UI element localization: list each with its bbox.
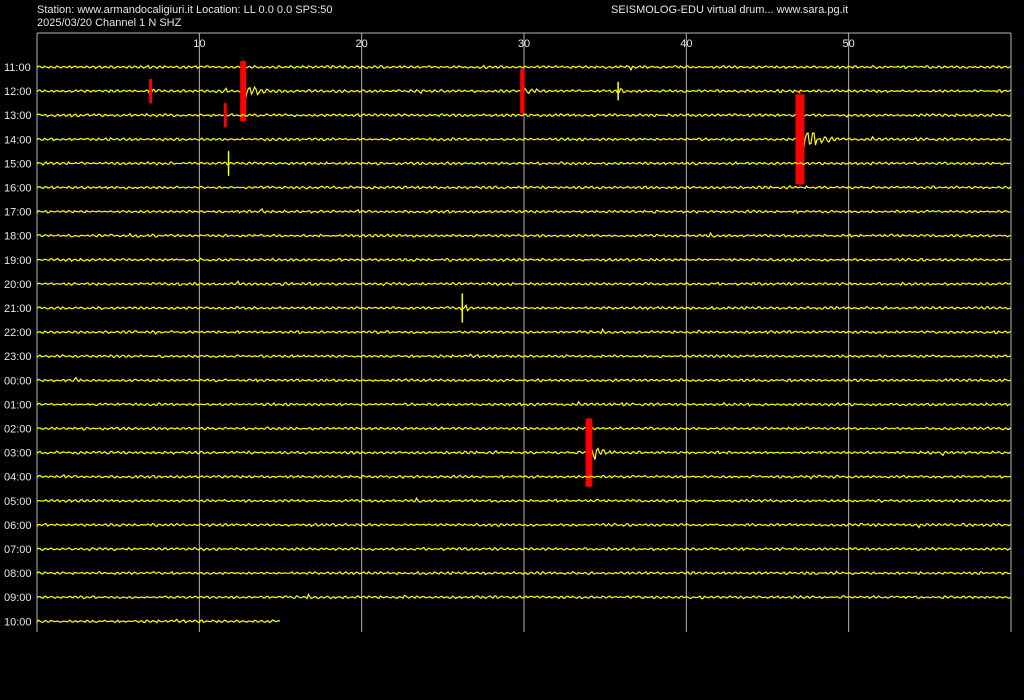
trace-1300 <box>36 112 1011 119</box>
row-time-label: 17:00 <box>4 207 32 219</box>
trace-1600 <box>36 184 1011 190</box>
software-info: SEISMOLOG-EDU virtual drum... www.sara.p… <box>611 4 849 16</box>
trace-2200 <box>36 328 1011 335</box>
x-tick-label: 20 <box>356 38 368 50</box>
row-time-label: 00:00 <box>4 375 32 387</box>
trace-0900 <box>36 593 1011 600</box>
row-time-label: 22:00 <box>4 327 32 339</box>
trace-0700 <box>36 546 1011 552</box>
row-time-label: 21:00 <box>4 303 32 315</box>
row-time-label: 11:00 <box>4 62 31 74</box>
row-time-label: 16:00 <box>4 183 32 195</box>
row-time-label: 05:00 <box>4 496 32 508</box>
row-time-label: 14:00 <box>4 134 32 146</box>
row-time-label: 03:00 <box>4 448 32 460</box>
trace-0600 <box>36 522 1011 529</box>
trace-1900 <box>36 257 1011 263</box>
trace-0200 <box>36 426 1011 431</box>
station-info: Station: www.armandocaligiuri.it Locatio… <box>37 4 333 16</box>
trace-2100 <box>36 303 1011 312</box>
trace-1700 <box>36 207 1011 214</box>
row-time-label: 15:00 <box>4 158 32 170</box>
x-tick-label: 50 <box>843 38 855 50</box>
row-time-label: 19:00 <box>4 255 32 267</box>
trace-2000 <box>36 280 1011 287</box>
trace-0100 <box>36 400 1011 407</box>
trace-1000 <box>36 618 281 624</box>
trace-0000 <box>36 376 1011 383</box>
row-time-label: 23:00 <box>4 351 32 363</box>
trace-1800 <box>36 231 1011 238</box>
row-time-label: 18:00 <box>4 231 32 243</box>
row-time-label: 09:00 <box>4 592 32 604</box>
x-tick-label: 10 <box>193 38 205 50</box>
trace-0300 <box>36 445 1011 462</box>
row-time-label: 13:00 <box>4 110 32 122</box>
date-channel-info: 2025/03/20 Channel 1 N SHZ <box>37 17 182 29</box>
trace-0800 <box>36 570 1011 576</box>
row-time-label: 20:00 <box>4 279 32 291</box>
trace-2300 <box>36 353 1011 359</box>
row-time-label: 01:00 <box>4 399 32 411</box>
trace-1500 <box>36 160 1011 166</box>
trace-1400 <box>36 127 1011 152</box>
row-time-label: 08:00 <box>4 568 32 580</box>
trace-1100 <box>36 64 1011 72</box>
row-time-label: 06:00 <box>4 520 32 532</box>
trace-0400 <box>36 474 1011 480</box>
row-time-label: 12:00 <box>4 86 32 98</box>
x-tick-label: 40 <box>680 38 692 50</box>
x-tick-label: 30 <box>518 38 530 50</box>
row-time-label: 04:00 <box>4 472 32 484</box>
row-time-label: 10:00 <box>4 616 32 628</box>
row-time-label: 07:00 <box>4 544 32 556</box>
trace-0500 <box>36 496 1011 504</box>
row-time-label: 02:00 <box>4 424 32 436</box>
